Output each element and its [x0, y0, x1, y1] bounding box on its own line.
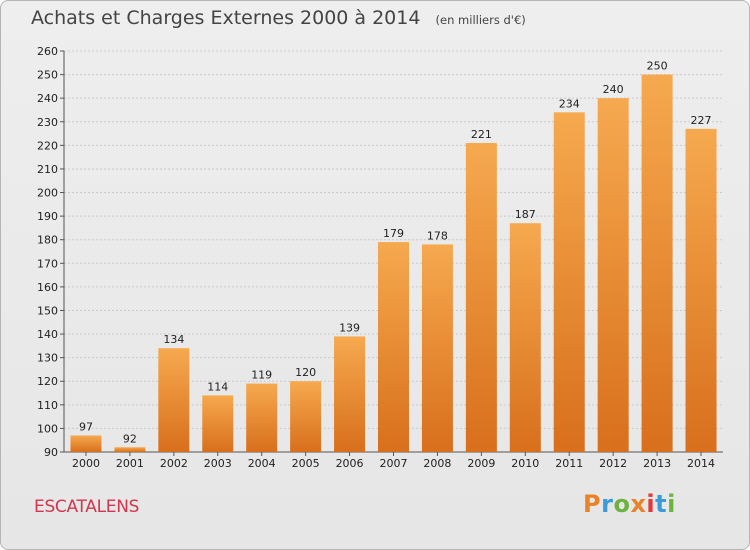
y-tick-label: 130	[37, 352, 58, 365]
bar	[158, 348, 190, 452]
y-tick-label: 260	[37, 45, 58, 58]
logo-letter: t	[655, 490, 668, 518]
proxiti-logo: Proxiti	[583, 490, 676, 518]
bar	[597, 98, 629, 453]
bar-value-label: 179	[383, 227, 404, 240]
y-tick-label: 140	[37, 328, 58, 341]
x-tick-label: 2012	[599, 457, 627, 470]
bar-value-label: 250	[647, 60, 668, 73]
logo-letter: o	[613, 490, 631, 518]
y-tick-label: 220	[37, 139, 58, 152]
x-tick-label: 2008	[423, 457, 451, 470]
bar	[202, 395, 234, 452]
y-tick-label: 240	[37, 92, 58, 105]
x-tick-label: 2007	[380, 457, 408, 470]
bar	[421, 244, 453, 452]
bar	[465, 142, 497, 452]
bar-value-label: 139	[339, 321, 360, 334]
x-tick-label: 2010	[511, 457, 539, 470]
x-tick-label: 2005	[292, 457, 320, 470]
y-tick-label: 200	[37, 187, 58, 200]
y-tick-label: 210	[37, 163, 58, 176]
x-tick-label: 2009	[467, 457, 495, 470]
logo-letter: x	[630, 490, 647, 518]
y-tick-label: 250	[37, 69, 58, 82]
x-tick-label: 2011	[555, 457, 583, 470]
bar-value-label: 234	[559, 97, 580, 110]
bar	[509, 223, 541, 452]
bar	[114, 447, 146, 452]
y-tick-label: 230	[37, 116, 58, 129]
logo-letter: P	[583, 490, 602, 518]
bar	[70, 435, 102, 452]
x-tick-label: 2000	[72, 457, 100, 470]
bar	[641, 74, 673, 453]
bar	[334, 336, 366, 452]
bar-value-label: 187	[515, 208, 536, 221]
bar-value-label: 227	[691, 114, 712, 127]
x-tick-label: 2002	[160, 457, 188, 470]
bar	[553, 112, 585, 453]
logo-letter: i	[667, 490, 676, 518]
y-tick-label: 170	[37, 257, 58, 270]
bar-value-label: 120	[295, 366, 316, 379]
logo-letter: i	[646, 490, 656, 518]
x-tick-label: 2006	[336, 457, 364, 470]
bar-value-label: 119	[251, 369, 272, 382]
bar-value-label: 178	[427, 229, 448, 242]
y-tick-label: 190	[37, 210, 58, 223]
bar	[685, 128, 717, 452]
y-tick-label: 160	[37, 281, 58, 294]
y-tick-label: 110	[37, 399, 58, 412]
y-tick-label: 180	[37, 234, 58, 247]
y-tick-label: 90	[44, 446, 58, 459]
bar	[378, 242, 409, 452]
bar-value-label: 114	[207, 380, 228, 393]
x-tick-label: 2014	[687, 457, 715, 470]
chart-title-block: Achats et Charges Externes 2000 à 2014 (…	[31, 7, 526, 29]
bar-value-label: 221	[471, 128, 492, 141]
x-tick-label: 2004	[248, 457, 276, 470]
bar	[290, 381, 322, 452]
bar-value-label: 97	[79, 420, 93, 433]
y-tick-label: 120	[37, 375, 58, 388]
x-tick-label: 2003	[204, 457, 232, 470]
y-tick-label: 150	[37, 304, 58, 317]
chart-title: Achats et Charges Externes 2000 à 2014	[31, 7, 421, 29]
bar-value-label: 92	[123, 432, 137, 445]
logo-letter: r	[601, 490, 614, 518]
bar-value-label: 240	[603, 83, 624, 96]
bar	[246, 383, 278, 452]
commune-name: ESCATALENS	[34, 497, 140, 517]
chart-subtitle: (en milliers d'€)	[435, 13, 526, 27]
x-tick-label: 2013	[643, 457, 671, 470]
y-tick-label: 100	[37, 422, 58, 435]
x-tick-label: 2001	[116, 457, 144, 470]
bar-value-label: 134	[163, 333, 184, 346]
